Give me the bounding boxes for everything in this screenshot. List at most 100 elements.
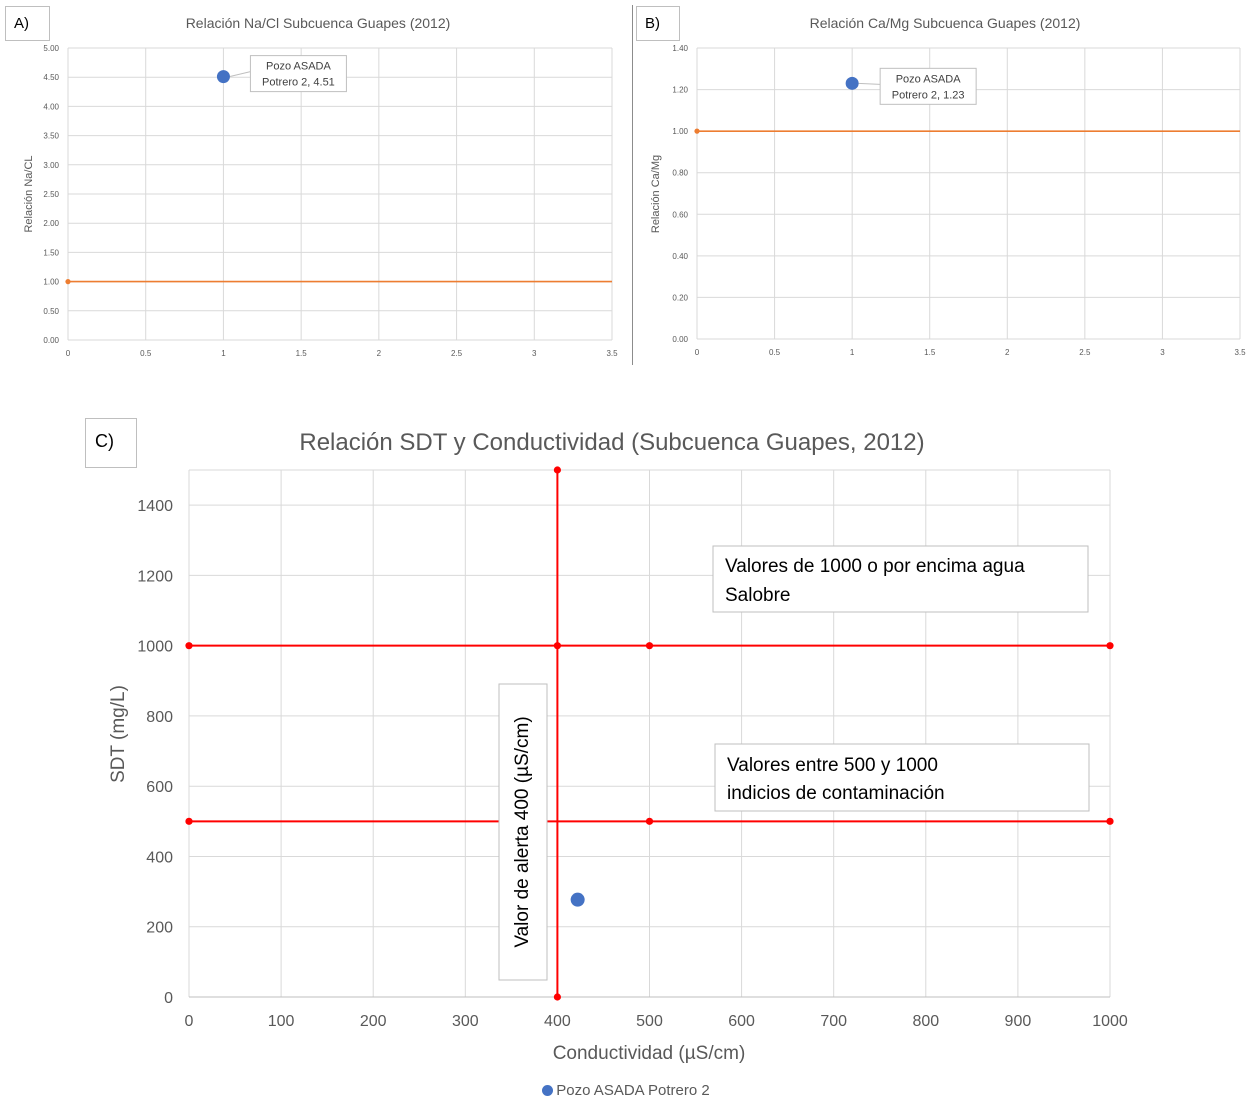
chart-a-xtick: 3 <box>532 349 537 358</box>
chart-c-ytick: 0 <box>164 990 173 1007</box>
chart-a-xtick: 3.5 <box>606 349 618 358</box>
chart-a-xtick: 0 <box>66 349 71 358</box>
chart-c-xtick: 100 <box>268 1013 295 1030</box>
chart-a-annotation-line1: Pozo ASADA <box>266 61 331 73</box>
chart-a-ytick: 4.00 <box>43 102 59 111</box>
chart-c-xtick: 800 <box>912 1013 939 1030</box>
chart-a-annotation-leader <box>229 71 251 78</box>
chart-b-xtick: 2 <box>1005 348 1010 357</box>
panel-label-a: A) <box>5 6 50 41</box>
chart-a-xtick: 1 <box>221 349 226 358</box>
chart-b-ylabel: Relación Ca/Mg <box>650 155 662 233</box>
chart-c-xtick: 1000 <box>1092 1013 1128 1030</box>
chart-c-xlabel: Conductividad (µS/cm) <box>553 1043 746 1064</box>
chart-a-ytick: 4.50 <box>43 73 59 82</box>
chart-c-ytick: 1200 <box>137 568 173 585</box>
chart-b-ytick: 1.40 <box>672 44 688 53</box>
upper-threshold-note-line1: Valores de 1000 o por encima agua <box>725 556 1025 577</box>
chart-c-xtick: 500 <box>636 1013 663 1030</box>
chart-c-ytick: 1400 <box>137 498 173 515</box>
chart-a-ytick: 3.00 <box>43 161 59 170</box>
chart-c-ytick: 800 <box>146 709 173 726</box>
alert-value-note: Valor de alerta 400 (µS/cm) <box>512 716 533 947</box>
chart-a-ytick: 0.50 <box>43 307 59 316</box>
lower-threshold-note-line2: indicios de contaminación <box>727 783 945 804</box>
chart-b-data-point <box>845 76 859 90</box>
chart-a-ylabel: Relación Na/CL <box>23 155 35 232</box>
chart-c-data-point <box>570 892 585 907</box>
chart-a-xtick: 1.5 <box>296 349 308 358</box>
lower-threshold-note-box <box>714 743 1090 812</box>
chart-c-xtick: 900 <box>1005 1013 1032 1030</box>
chart-b-ytick: 0.40 <box>672 252 688 261</box>
chart-a-reference-marker <box>65 279 71 285</box>
chart-a-ytick: 3.50 <box>43 132 59 141</box>
chart-b-xtick: 2.5 <box>1079 348 1091 357</box>
chart-c-xtick: 0 <box>185 1013 194 1030</box>
chart-c-threshold-marker <box>1106 817 1114 825</box>
chart-b-annotation-box <box>879 67 977 105</box>
chart-b-ytick: 1.20 <box>672 86 688 95</box>
chart-c-xtick: 600 <box>728 1013 755 1030</box>
chart-c-ytick: 200 <box>146 920 173 937</box>
chart-b-ytick: 0.00 <box>672 335 688 344</box>
chart-b-ca-mg: Relación Ca/Mg Subcuenca Guapes (2012) R… <box>650 15 1246 357</box>
chart-a-ytick: 1.00 <box>43 278 59 287</box>
chart-c-title: Relación SDT y Conductividad (Subcuenca … <box>299 429 924 456</box>
chart-a-xtick: 0.5 <box>140 349 152 358</box>
chart-c-ytick: 600 <box>146 779 173 796</box>
chart-c-xtick: 300 <box>452 1013 479 1030</box>
chart-a-na-cl: Relación Na/Cl Subcuenca Guapes (2012) R… <box>23 15 618 358</box>
chart-c-threshold-marker <box>185 642 193 650</box>
chart-a-xtick: 2.5 <box>451 349 463 358</box>
chart-b-ytick: 0.80 <box>672 169 688 178</box>
chart-c-threshold-marker <box>645 817 654 825</box>
upper-threshold-note-line2: Salobre <box>725 585 791 606</box>
panel-label-c: C) <box>85 418 137 468</box>
chart-c-threshold-marker <box>553 993 562 1001</box>
chart-b-annotation-line2: Potrero 2, 1.23 <box>892 89 965 101</box>
chart-a-ytick: 5.00 <box>43 44 59 53</box>
alert-value-note-box <box>498 683 548 981</box>
chart-c-xtick: 200 <box>360 1013 387 1030</box>
chart-a-annotation-line2: Potrero 2, 4.51 <box>262 77 335 89</box>
chart-b-xtick: 0 <box>695 348 700 357</box>
chart-a-xtick: 2 <box>377 349 382 358</box>
chart-b-xtick: 3 <box>1160 348 1165 357</box>
chart-b-reference-marker <box>694 128 700 134</box>
chart-c-threshold-marker <box>553 642 562 650</box>
chart-c-ylabel: SDT (mg/L) <box>108 685 129 783</box>
chart-a-annotation-box <box>249 55 347 93</box>
chart-a-ytick: 0.00 <box>43 336 59 345</box>
chart-a-ytick: 2.50 <box>43 190 59 199</box>
upper-threshold-note-box <box>712 545 1089 613</box>
chart-c-sdt-conductividad: Relación SDT y Conductividad (Subcuenca … <box>108 429 1128 1064</box>
chart-a-data-point <box>216 70 230 84</box>
chart-b-ytick: 1.00 <box>672 127 688 136</box>
chart-c-ytick: 1000 <box>137 639 173 656</box>
panel-divider <box>632 5 633 365</box>
legend-series-label: Pozo ASADA Potrero 2 <box>556 1082 710 1099</box>
chart-c-threshold-marker <box>553 466 562 474</box>
chart-a-ytick: 1.50 <box>43 248 59 257</box>
chart-c-legend: Pozo ASADA Potrero 2 <box>0 1082 1252 1099</box>
lower-threshold-note-line1: Valores entre 500 y 1000 <box>727 755 938 776</box>
chart-a-ytick: 2.00 <box>43 219 59 228</box>
chart-c-threshold-marker <box>645 642 654 650</box>
chart-b-ytick: 0.20 <box>672 293 688 302</box>
panel-label-b: B) <box>636 6 680 41</box>
chart-c-ytick: 400 <box>146 849 173 866</box>
chart-b-annotation-leader <box>858 82 881 85</box>
chart-b-annotation-line1: Pozo ASADA <box>896 73 961 85</box>
chart-c-threshold-marker <box>1106 642 1114 650</box>
chart-b-xtick: 1 <box>850 348 855 357</box>
chart-a-title: Relación Na/Cl Subcuenca Guapes (2012) <box>186 15 451 31</box>
chart-b-xtick: 0.5 <box>769 348 781 357</box>
chart-b-title: Relación Ca/Mg Subcuenca Guapes (2012) <box>810 15 1081 31</box>
chart-b-xtick: 3.5 <box>1234 348 1246 357</box>
legend-marker-icon <box>542 1085 554 1096</box>
chart-c-xtick: 700 <box>820 1013 847 1030</box>
chart-b-xtick: 1.5 <box>924 348 936 357</box>
chart-c-xtick: 400 <box>544 1013 571 1030</box>
chart-b-ytick: 0.60 <box>672 210 688 219</box>
